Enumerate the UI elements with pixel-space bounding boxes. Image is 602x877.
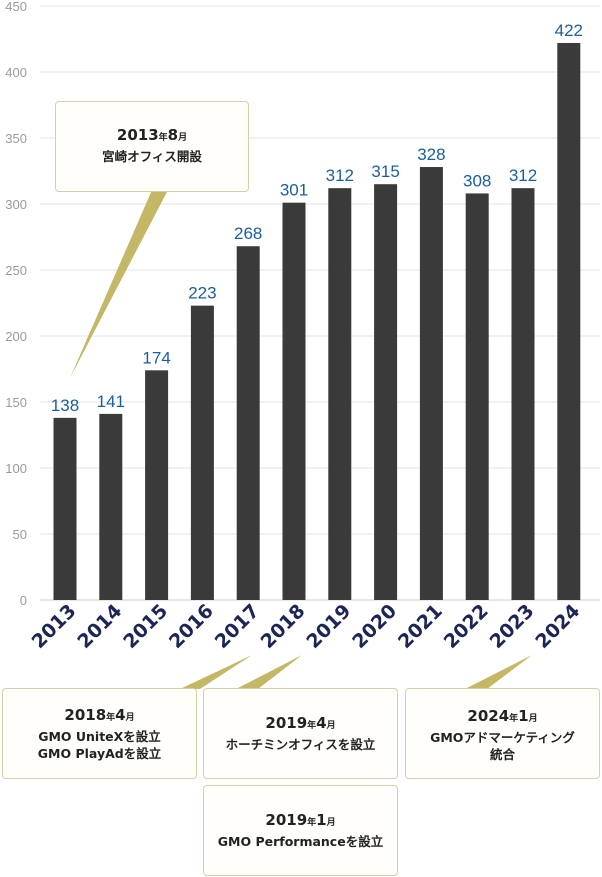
bar-2022 bbox=[465, 193, 489, 600]
callout-pointers bbox=[70, 190, 532, 689]
value-label-2021: 328 bbox=[417, 145, 445, 164]
pointer-2019 bbox=[236, 655, 302, 689]
y-axis: 0 50 100 150 200 250 300 350 400 450 bbox=[5, 0, 27, 608]
callout-2024-text-1: GMOアドマーケティング bbox=[430, 730, 575, 745]
value-label-2016: 223 bbox=[188, 284, 216, 303]
x-tick-label-2013: 2013 bbox=[28, 600, 81, 653]
x-tick-label-2024: 2024 bbox=[531, 600, 584, 653]
callout-2013: 2013年8月 宮崎オフィス開設 bbox=[55, 101, 249, 192]
pointer-2024 bbox=[465, 655, 532, 689]
pointer-2013 bbox=[70, 190, 168, 378]
x-tick-label-2019: 2019 bbox=[302, 600, 355, 653]
y-tick-label: 100 bbox=[5, 461, 27, 476]
x-tick-label-2014: 2014 bbox=[73, 600, 126, 653]
bar-2013 bbox=[53, 417, 77, 600]
value-label-2015: 174 bbox=[142, 348, 170, 367]
x-tick-label-2023: 2023 bbox=[486, 600, 539, 653]
y-tick-label: 400 bbox=[5, 65, 27, 80]
gridlines bbox=[40, 5, 600, 601]
bar-2019 bbox=[328, 188, 352, 600]
x-tick-label-2022: 2022 bbox=[440, 600, 493, 653]
y-tick-label: 250 bbox=[5, 263, 27, 278]
y-tick-label: 150 bbox=[5, 395, 27, 410]
callout-2019-jan-text: GMO Performanceを設立 bbox=[217, 834, 384, 849]
value-label-2019: 312 bbox=[326, 166, 354, 185]
value-label-2013: 138 bbox=[51, 396, 79, 415]
callout-2013-text: 宮崎オフィス開設 bbox=[102, 149, 202, 164]
callout-2018-text-2: GMO PlayAdを設立 bbox=[37, 746, 162, 761]
value-label-2014: 141 bbox=[97, 392, 125, 411]
y-tick-label: 300 bbox=[5, 197, 27, 212]
bar-2017 bbox=[236, 246, 260, 601]
callout-2013-date: 2013年8月 bbox=[116, 126, 188, 144]
x-axis: 2013201420152016201720182019202020212022… bbox=[28, 600, 585, 653]
value-label-2024: 422 bbox=[555, 21, 583, 40]
pointer-2018 bbox=[180, 655, 252, 689]
x-tick-label-2017: 2017 bbox=[211, 600, 264, 653]
callout-2019-apr-text: ホーチミンオフィスを設立 bbox=[225, 737, 376, 752]
bar-2014 bbox=[99, 413, 123, 600]
y-tick-label: 50 bbox=[13, 527, 27, 542]
bar-2024 bbox=[557, 42, 581, 600]
callout-2024-text-2: 統合 bbox=[489, 747, 515, 762]
bar-2021 bbox=[419, 167, 443, 601]
callout-2019-jan-date: 2019年1月 bbox=[265, 811, 336, 829]
y-tick-label: 350 bbox=[5, 131, 27, 146]
x-tick-label-2021: 2021 bbox=[394, 600, 447, 653]
callout-2024-date: 2024年1月 bbox=[467, 707, 538, 725]
callout-2019-apr: 2019年4月 ホーチミンオフィスを設立 bbox=[203, 688, 398, 779]
bar-2023 bbox=[511, 188, 535, 600]
bar-2015 bbox=[145, 370, 169, 600]
callout-2019-apr-date: 2019年4月 bbox=[265, 714, 336, 732]
callout-2019-jan: 2019年1月 GMO Performanceを設立 bbox=[203, 785, 398, 876]
bars bbox=[53, 42, 581, 601]
bar-2016 bbox=[190, 305, 214, 600]
y-tick-label: 0 bbox=[20, 593, 27, 608]
value-label-2022: 308 bbox=[463, 171, 491, 190]
value-label-2023: 312 bbox=[509, 166, 537, 185]
x-tick-label-2020: 2020 bbox=[348, 600, 401, 653]
callout-2018-date: 2018年4月 bbox=[64, 706, 135, 724]
y-tick-label: 450 bbox=[5, 0, 27, 14]
callout-2024: 2024年1月 GMOアドマーケティング 統合 bbox=[405, 688, 600, 779]
bar-2018 bbox=[282, 202, 306, 600]
value-label-2017: 268 bbox=[234, 224, 262, 243]
value-label-2020: 315 bbox=[371, 162, 399, 181]
y-tick-label: 200 bbox=[5, 329, 27, 344]
x-tick-label-2018: 2018 bbox=[257, 600, 310, 653]
bar-2020 bbox=[374, 184, 398, 600]
value-labels: 138 141 174 223 268 301 312 315 328 308 312 422 bbox=[51, 21, 583, 415]
value-label-2018: 301 bbox=[280, 181, 308, 200]
callout-2018: 2018年4月 GMO UniteXを設立 GMO PlayAdを設立 bbox=[2, 688, 197, 779]
callout-2018-text-1: GMO UniteXを設立 bbox=[38, 729, 161, 744]
x-tick-label-2015: 2015 bbox=[119, 600, 172, 653]
x-tick-label-2016: 2016 bbox=[165, 600, 218, 653]
